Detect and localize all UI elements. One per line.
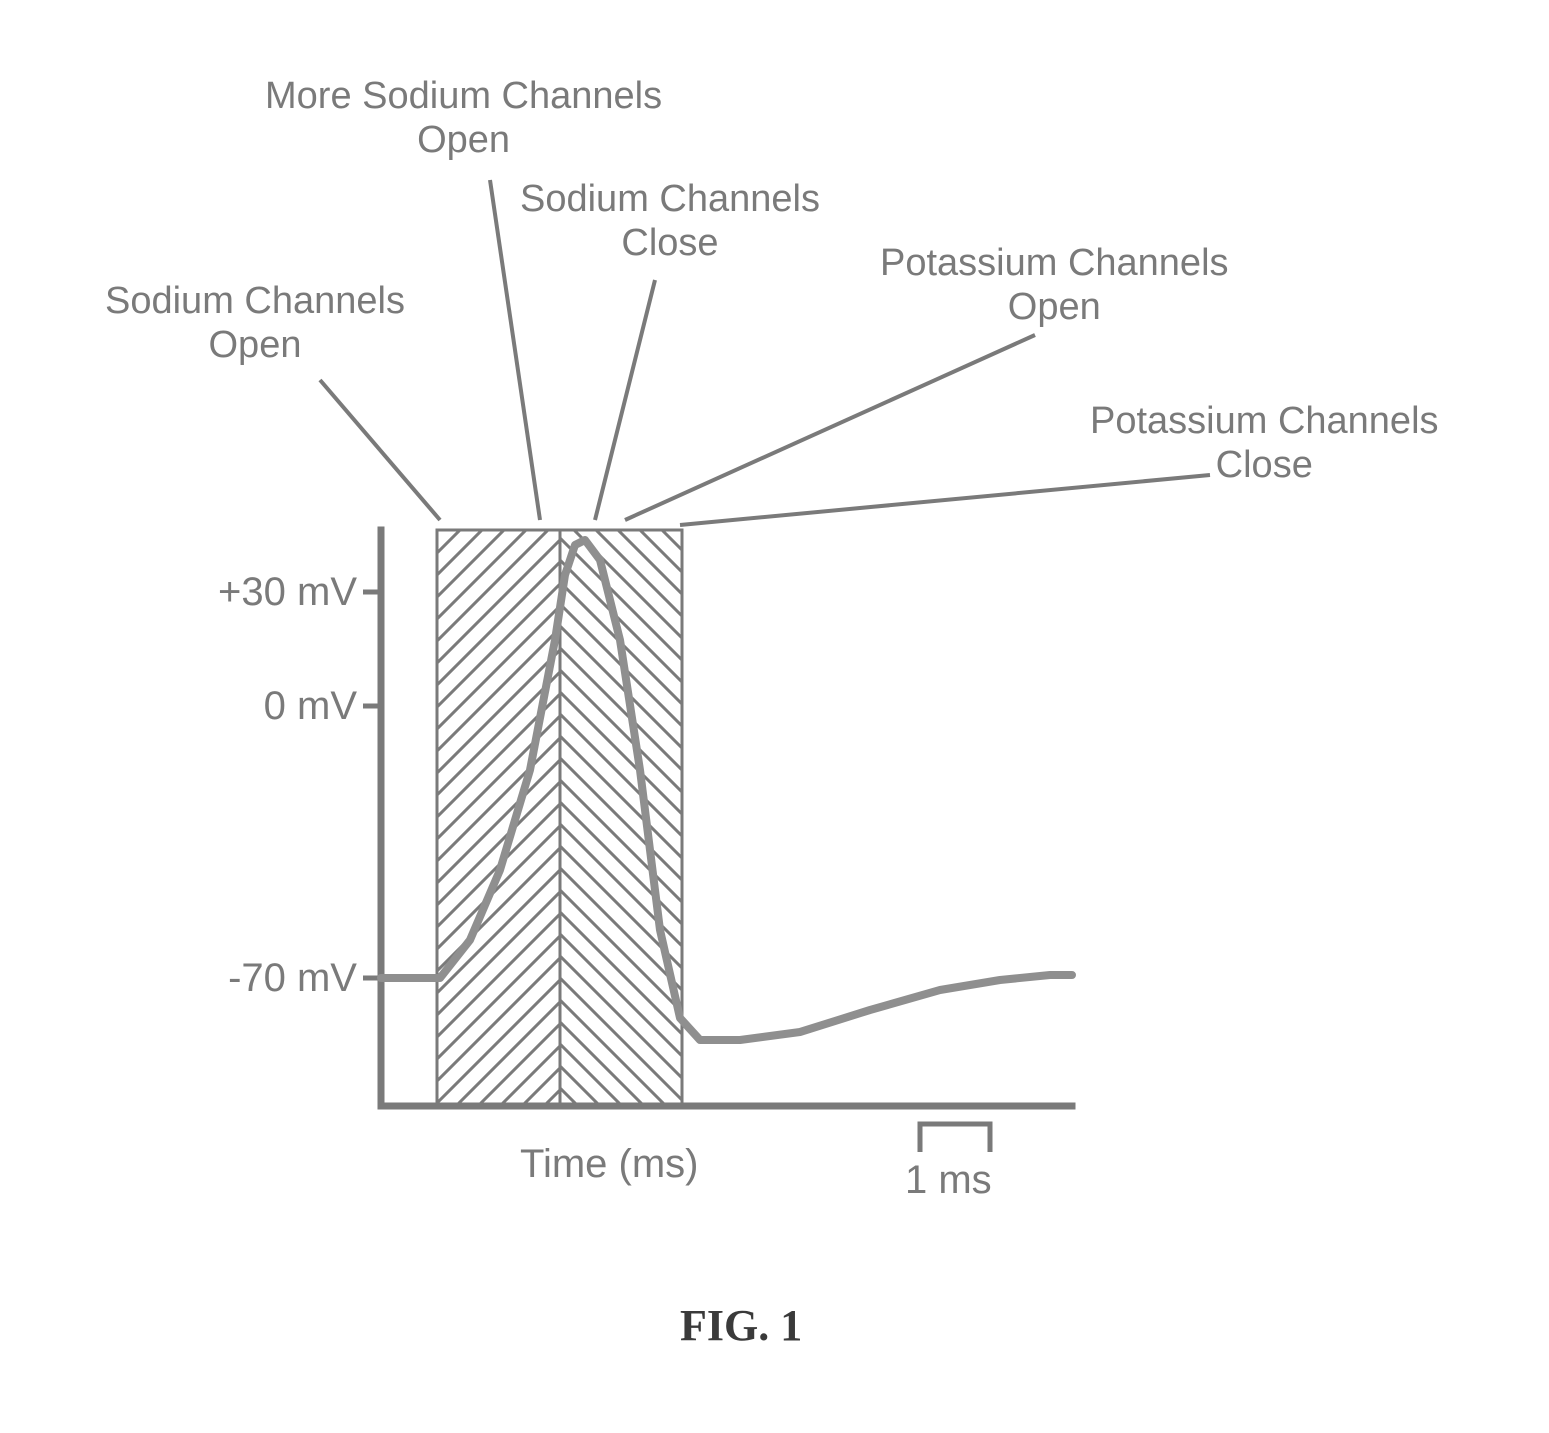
annot-na-close-l1: Sodium Channels (520, 178, 820, 220)
ytick-minus70: -70 mV (217, 956, 357, 1001)
annot-k-open-l1: Potassium Channels (880, 242, 1229, 284)
figure-caption: FIG. 1 (680, 1300, 802, 1351)
annot-na-close-l2: Close (621, 222, 718, 264)
annot-na-more-open-l1: More Sodium Channels (265, 75, 662, 117)
ytick-plus30: +30 mV (217, 570, 357, 615)
xaxis-scale-label: 1 ms (905, 1158, 992, 1203)
annot-k-open: Potassium Channels Open (880, 242, 1229, 329)
annot-k-open-l2: Open (1008, 286, 1101, 328)
annot-na-open-l1: Sodium Channels (105, 280, 405, 322)
annot-k-close: Potassium Channels Close (1090, 400, 1439, 487)
ytick-0: 0 mV (217, 684, 357, 729)
annot-na-open: Sodium Channels Open (105, 280, 405, 367)
xaxis-label: Time (ms) (520, 1142, 698, 1187)
annot-na-more-open-l2: Open (417, 119, 510, 161)
annot-na-more-open: More Sodium Channels Open (265, 75, 662, 162)
annot-na-open-l2: Open (209, 324, 302, 366)
annot-k-close-l2: Close (1216, 444, 1313, 486)
annot-na-close: Sodium Channels Close (520, 178, 820, 265)
annot-k-close-l1: Potassium Channels (1090, 400, 1439, 442)
